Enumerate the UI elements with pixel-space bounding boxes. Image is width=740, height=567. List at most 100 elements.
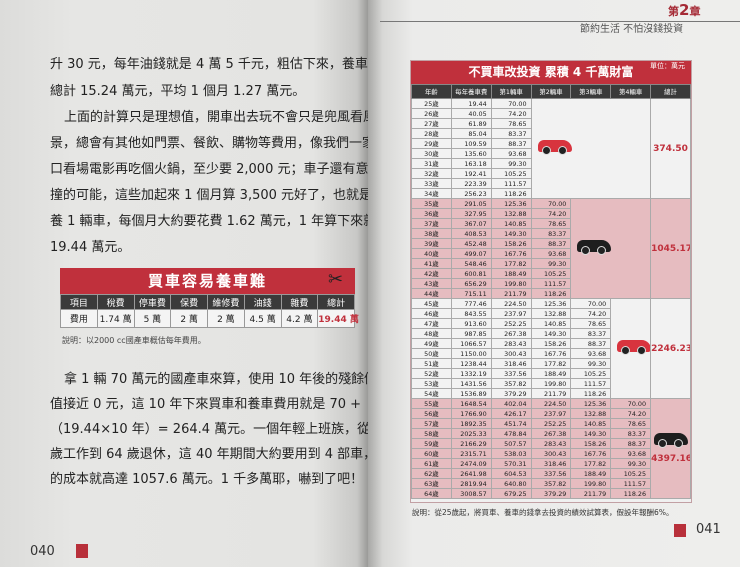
cost-cell: 4.2 萬 <box>280 309 319 328</box>
header-rule <box>380 21 740 22</box>
table-row: 35歲 291.05 125.36 70.00 1045.17 <box>411 198 691 299</box>
value-cell: 99.30 <box>490 158 532 169</box>
value-cell: 74.20 <box>490 108 532 119</box>
value-cell: 1066.57 <box>450 338 492 349</box>
total-value: 374.50 <box>653 143 688 154</box>
value-cell: 408.53 <box>450 228 492 239</box>
text-line: 養 1 輛車，每個月大約要花費 1.62 萬元，1 年算下來就是 <box>50 214 390 229</box>
value-cell: 88.37 <box>530 238 572 249</box>
value-cell: 267.38 <box>490 328 532 339</box>
value-cell: 283.43 <box>530 438 572 449</box>
value-cell: 318.46 <box>490 358 532 369</box>
age-cell: 41歲 <box>411 258 452 269</box>
value-cell: 1536.89 <box>450 388 492 399</box>
value-cell: 291.05 <box>450 198 492 209</box>
value-cell: 118.26 <box>570 388 612 399</box>
table-row: 60歲 2315.71 538.03 300.43 167.76 93.68 <box>411 448 691 459</box>
column-header: 年齡 <box>411 84 452 99</box>
page-number: 040 <box>30 544 55 559</box>
age-cell: 38歲 <box>411 228 452 239</box>
value-cell: 402.04 <box>490 398 532 409</box>
band-total: 374.50 <box>650 98 691 199</box>
value-cell: 300.43 <box>530 448 572 459</box>
value-cell: 78.65 <box>530 218 572 229</box>
value-cell: 300.43 <box>490 348 532 359</box>
car-icon <box>653 432 688 448</box>
value-cell: 2819.94 <box>450 478 492 489</box>
cost-cell: 費用 <box>60 309 98 328</box>
cost-cell: 2 萬 <box>207 309 245 328</box>
value-cell: 211.79 <box>490 288 532 299</box>
table-row: 61歲 2474.09 570.31 318.46 177.82 99.30 <box>411 458 691 469</box>
text-line: 19.44 萬元。 <box>50 240 131 255</box>
cost-cell: 5 萬 <box>133 309 172 328</box>
age-cell: 25歲 <box>411 98 452 109</box>
value-cell: 158.26 <box>570 438 612 449</box>
value-cell: 570.31 <box>490 458 532 469</box>
value-cell: 70.00 <box>490 98 532 109</box>
cost-header: 總計 <box>317 294 355 310</box>
value-cell: 158.26 <box>530 338 572 349</box>
text-line: （19.44×10 年）= 264.4 萬元。一個年輕上班族，從 25 <box>50 422 391 437</box>
cost-header: 保費 <box>170 294 208 310</box>
value-cell: 105.25 <box>530 268 572 279</box>
text-line: 口看場電影再吃個火鍋，至少要 2,000 元；車子還有意外擦 <box>50 162 395 177</box>
value-cell: 99.30 <box>610 458 652 469</box>
table-row: 25歲 19.44 70.00 374.50 <box>411 98 691 199</box>
age-cell: 36歲 <box>411 208 452 219</box>
column-header: 總計 <box>650 84 691 99</box>
unit-label: 單位：萬元 <box>650 62 685 70</box>
table-row: 57歲 1892.35 451.74 252.25 140.85 78.65 <box>411 418 691 429</box>
table-row: 38歲 408.53 149.30 83.37 <box>411 228 691 239</box>
age-cell: 32歲 <box>411 168 452 179</box>
age-cell: 35歲 <box>411 198 452 209</box>
value-cell: 987.85 <box>450 328 492 339</box>
value-cell: 118.26 <box>490 188 532 199</box>
value-cell: 237.97 <box>490 308 532 319</box>
value-cell: 158.26 <box>490 238 532 249</box>
table-row: 45歲 777.46 224.50 125.36 70.00 2246.23 <box>411 298 691 399</box>
value-cell: 140.85 <box>570 418 612 429</box>
value-cell: 140.85 <box>530 318 572 329</box>
value-cell: 267.38 <box>530 428 572 439</box>
value-cell: 83.37 <box>490 128 532 139</box>
total-value: 1045.17 <box>651 243 691 254</box>
column-header: 第3輛車 <box>570 84 612 99</box>
text-line: 撞的可能，這些加起來 1 個月算 3,500 元好了，也就是說， <box>50 188 399 203</box>
age-cell: 39歲 <box>411 238 452 249</box>
value-cell: 78.65 <box>570 318 612 329</box>
value-cell: 1238.44 <box>450 358 492 369</box>
value-cell: 256.23 <box>450 188 492 199</box>
table-row: 52歲 1332.19 337.56 188.49 105.25 <box>411 368 691 379</box>
value-cell: 507.57 <box>490 438 532 449</box>
age-cell: 46歲 <box>411 308 452 319</box>
value-cell: 105.25 <box>610 468 652 479</box>
value-cell: 85.04 <box>450 128 492 139</box>
value-cell: 99.30 <box>530 258 572 269</box>
age-cell: 62歲 <box>411 468 452 479</box>
value-cell: 70.00 <box>530 198 572 209</box>
value-cell: 223.39 <box>450 178 492 189</box>
cost-cell: 4.5 萬 <box>243 309 282 328</box>
total-value: 2246.23 <box>651 343 691 354</box>
table-row: 59歲 2166.29 507.57 283.43 158.26 88.37 <box>411 438 691 449</box>
value-cell: 19.44 <box>450 98 492 109</box>
chapter-label: 第2章 <box>668 1 700 21</box>
value-cell: 600.81 <box>450 268 492 279</box>
text-line: 上面的計算只是理想值，開車出去玩不會只是兜風看風 <box>64 110 377 125</box>
age-cell: 29歲 <box>411 138 452 149</box>
table-row: 50歲 1150.00 300.43 167.76 93.68 <box>411 348 691 359</box>
age-cell: 61歲 <box>411 458 452 469</box>
age-cell: 58歲 <box>411 428 452 439</box>
table-row: 44歲 715.11 211.79 118.26 <box>411 288 691 299</box>
table-row: 48歲 987.85 267.38 149.30 83.37 <box>411 328 691 339</box>
value-cell: 379.29 <box>490 388 532 399</box>
value-cell: 88.37 <box>570 338 612 349</box>
car-icon <box>577 239 612 255</box>
value-cell: 118.26 <box>530 288 572 299</box>
table-row: 33歲 223.39 111.57 <box>411 178 691 189</box>
total-value: 4397.16 <box>651 453 691 464</box>
value-cell: 1892.35 <box>450 418 492 429</box>
table-row: 51歲 1238.44 318.46 177.82 99.30 <box>411 358 691 369</box>
